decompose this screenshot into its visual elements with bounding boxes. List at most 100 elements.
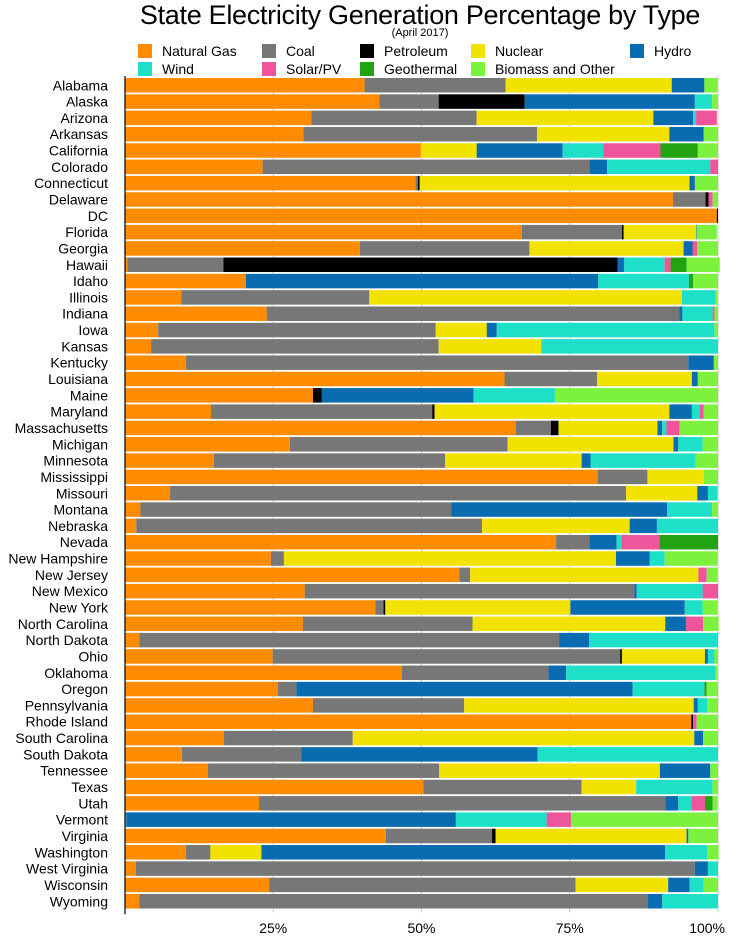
legend-swatch <box>138 44 152 58</box>
bar-segment-new-york-nuclear <box>385 600 571 615</box>
bar-segment-arkansas-natural-gas <box>125 126 304 142</box>
bar-segment-nevada-wind <box>616 534 622 550</box>
bar-segment-california-geothermal <box>660 143 698 158</box>
bar-segment-florida-nuclear <box>623 224 697 240</box>
category-label: West Virginia <box>26 861 108 877</box>
category-label: North Carolina <box>18 616 108 632</box>
legend-label: Geothermal <box>384 61 458 77</box>
bar-segment-arizona-hydro <box>653 110 694 126</box>
bar-segment-north-dakota-coal <box>139 632 560 648</box>
bar-segment-massachusetts-nuclear <box>558 420 658 436</box>
bar-segment-michigan-hydro <box>673 437 679 452</box>
bar-segment-alaska-natural-gas <box>125 94 380 109</box>
bar-segment-ohio-coal <box>272 649 621 664</box>
bar-segment-colorado-hydro <box>589 159 608 175</box>
bar-segment-dc-petroleum <box>716 208 718 224</box>
bar-segment-indiana-biomass-and-other <box>714 306 718 321</box>
bar-segment-alaska-wind <box>694 94 713 109</box>
bar-segment-nevada-hydro <box>589 534 617 550</box>
bar-segment-arizona-coal <box>311 110 477 126</box>
bar-segment-indiana-wind <box>682 306 713 321</box>
bar-segment-missouri-natural-gas <box>125 486 171 501</box>
bar-segment-washington-biomass-and-other <box>707 845 719 860</box>
legend-label: Nuclear <box>495 43 544 59</box>
bar-segment-pennsylvania-nuclear <box>464 698 694 713</box>
bar-segment-illinois-biomass-and-other <box>715 290 718 305</box>
bar-segment-mississippi-biomass-and-other <box>703 469 718 485</box>
category-label: Vermont <box>56 812 108 828</box>
bar-segment-massachusetts-wind <box>662 420 667 436</box>
bar-segment-tennessee-hydro <box>659 763 711 778</box>
bar-segment-arizona-solar-pv <box>696 110 717 126</box>
bar-segment-california-wind <box>562 143 604 158</box>
bar-segment-nevada-geothermal <box>659 534 718 550</box>
bar-segment-south-dakota-natural-gas <box>125 747 182 762</box>
bar-segment-idaho-hydro <box>245 273 599 289</box>
bar-segment-oklahoma-wind <box>566 665 716 681</box>
bar-segment-florida-natural-gas <box>125 224 522 240</box>
legend-item-biomass-and-other: Biomass and Other <box>471 61 615 77</box>
legend-swatch <box>138 62 152 76</box>
bar-segment-montana-natural-gas <box>125 502 141 517</box>
bar-segment-tennessee-natural-gas <box>125 763 209 778</box>
category-label: New Hampshire <box>8 551 108 567</box>
bar-segment-wyoming-wind <box>662 894 718 909</box>
bar-segment-delaware-natural-gas <box>125 192 673 207</box>
bar-segment-rhode-island-petroleum <box>691 714 694 729</box>
category-label: Tennessee <box>40 763 108 779</box>
category-label: Connecticut <box>34 175 108 191</box>
bar-segment-utah-solar-pv <box>691 796 705 811</box>
bar-segment-pennsylvania-hydro <box>693 698 698 713</box>
legend-item-wind: Wind <box>138 61 194 77</box>
bar-segment-tennessee-nuclear <box>439 763 660 778</box>
bar-segment-wyoming-hydro <box>648 894 663 909</box>
category-label: New Jersey <box>35 567 108 583</box>
bar-segment-rhode-island-biomass-and-other <box>696 714 718 729</box>
bar-segment-new-hampshire-wind <box>649 551 665 566</box>
bar-segment-north-carolina-biomass-and-other <box>703 616 719 632</box>
legend-item-coal: Coal <box>262 43 315 59</box>
bar-segment-tennessee-coal <box>208 763 440 778</box>
bar-segment-idaho-wind <box>598 273 689 289</box>
bar-segment-ohio-biomass-and-other <box>714 649 718 664</box>
bar-segment-connecticut-natural-gas <box>125 175 416 191</box>
bar-segment-pennsylvania-natural-gas <box>125 698 313 713</box>
bar-segment-colorado-natural-gas <box>125 159 263 175</box>
bar-segment-louisiana-natural-gas <box>125 371 505 387</box>
category-label: Minnesota <box>43 453 108 469</box>
bar-segment-idaho-biomass-and-other <box>693 273 718 289</box>
category-label: Montana <box>54 502 109 518</box>
category-label: Virginia <box>62 828 109 844</box>
bar-segment-georgia-coal <box>359 241 530 256</box>
legend-label: Hydro <box>654 43 692 59</box>
bar-segment-kansas-wind <box>541 339 718 354</box>
bar-segment-washington-nuclear <box>210 845 262 860</box>
bar-segment-michigan-biomass-and-other <box>702 437 718 452</box>
legend-swatch <box>471 44 485 58</box>
bar-segment-wisconsin-coal <box>269 877 576 893</box>
bar-segment-nevada-solar-pv <box>621 534 660 550</box>
bar-segment-arkansas-coal <box>303 126 538 142</box>
bar-segment-nebraska-wind <box>656 518 718 534</box>
bar-segment-virginia-natural-gas <box>125 828 386 844</box>
legend-item-natural-gas: Natural Gas <box>138 43 237 59</box>
bar-segment-texas-natural-gas <box>125 779 424 795</box>
legend-swatch <box>262 62 276 76</box>
bar-segment-new-hampshire-nuclear <box>283 551 617 566</box>
bar-segment-new-hampshire-biomass-and-other <box>664 551 718 566</box>
bar-segment-indiana-natural-gas <box>125 306 267 321</box>
bar-segment-south-carolina-coal <box>224 730 353 746</box>
bar-segment-utah-natural-gas <box>125 796 260 811</box>
category-label: South Carolina <box>15 730 108 746</box>
bar-segment-california-natural-gas <box>125 143 421 158</box>
category-label: Wisconsin <box>44 877 108 893</box>
bar-segment-rhode-island-solar-pv <box>693 714 697 729</box>
bar-segment-north-dakota-natural-gas <box>125 632 140 648</box>
bar-segment-hawaii-hydro <box>617 257 625 273</box>
category-label: Nebraska <box>48 518 108 534</box>
bar-segment-maryland-nuclear <box>434 404 670 419</box>
chart-title: State Electricity Generation Percentage … <box>139 0 701 30</box>
bar-segment-montana-coal <box>140 502 452 517</box>
bar-segment-delaware-biomass-and-other <box>712 192 718 207</box>
bar-segment-delaware-petroleum <box>705 192 709 207</box>
